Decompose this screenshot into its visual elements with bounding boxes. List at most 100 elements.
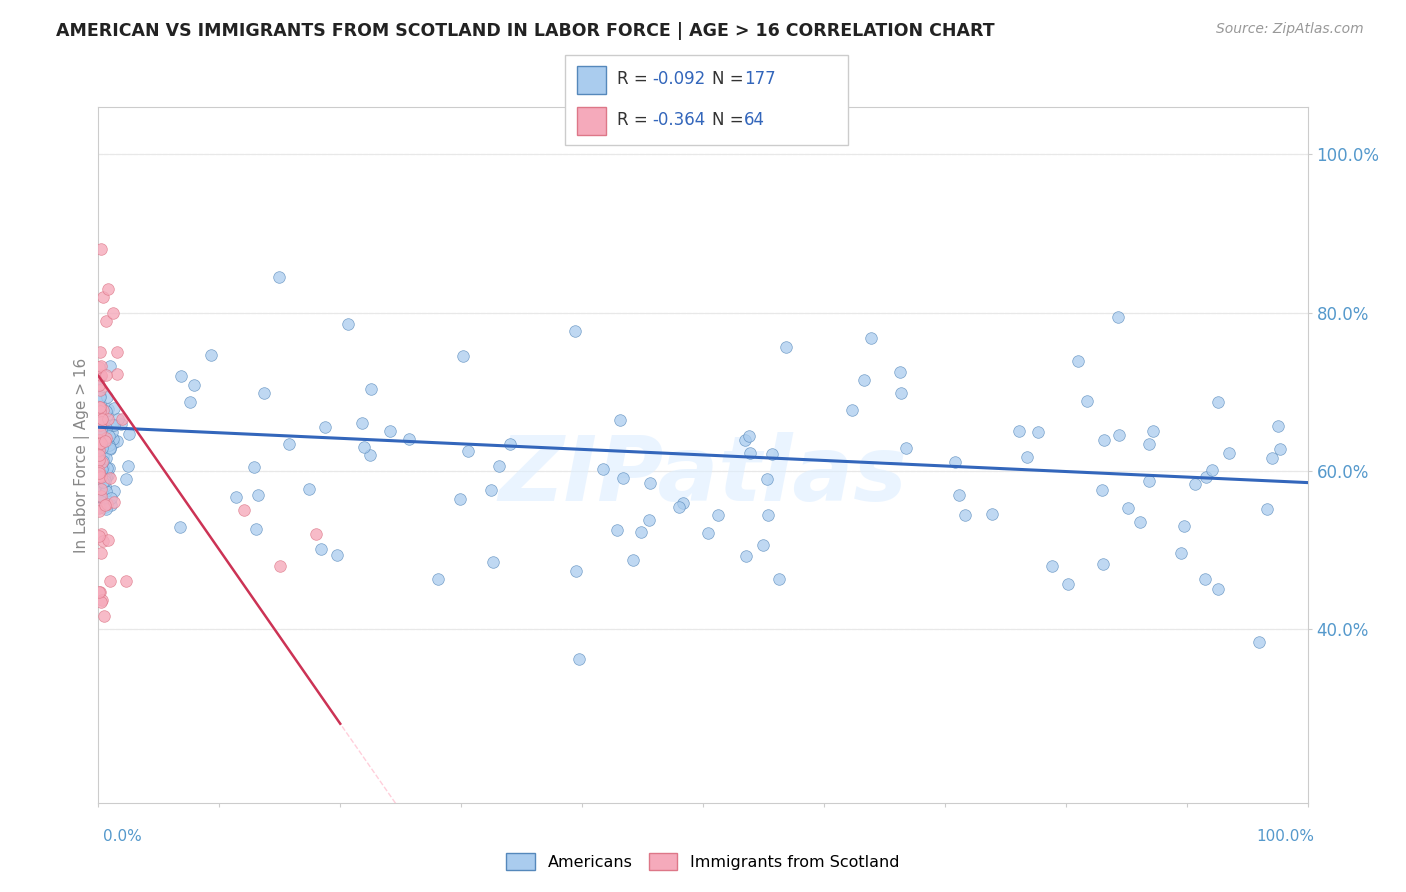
Point <box>945 455 967 469</box>
Point <box>94 434 117 448</box>
Point <box>89 470 111 484</box>
Point <box>1261 451 1284 466</box>
Point <box>179 395 201 409</box>
Point <box>97 461 120 475</box>
Point <box>87 378 110 392</box>
Point <box>94 368 117 382</box>
Text: R =: R = <box>617 70 654 88</box>
Point <box>1076 393 1098 408</box>
Point <box>278 436 301 450</box>
Point <box>96 483 118 498</box>
Point <box>94 502 117 516</box>
Point <box>1040 558 1063 573</box>
Point <box>894 441 917 455</box>
Point <box>91 455 114 469</box>
Point <box>1092 434 1115 448</box>
Point <box>1256 501 1278 516</box>
Point <box>90 461 112 475</box>
Point <box>98 471 121 485</box>
Point <box>305 527 328 541</box>
Point <box>426 572 449 586</box>
Point <box>1184 476 1206 491</box>
Point <box>756 508 779 522</box>
Point <box>90 592 112 607</box>
Bar <box>576 66 606 94</box>
Text: 177: 177 <box>744 70 776 88</box>
Point <box>568 652 591 666</box>
Point <box>378 425 401 439</box>
Point <box>243 459 266 474</box>
Point <box>90 409 112 424</box>
Point <box>87 422 110 436</box>
Point <box>90 368 112 382</box>
Point <box>111 412 134 426</box>
Point <box>450 491 472 506</box>
Point <box>457 444 479 458</box>
Point <box>103 483 125 498</box>
Point <box>101 305 124 319</box>
Point <box>621 553 644 567</box>
Point <box>1057 576 1080 591</box>
Point <box>170 368 193 383</box>
Point <box>89 345 111 359</box>
Point <box>269 558 291 573</box>
Point <box>87 401 110 415</box>
Point <box>499 437 522 451</box>
Point <box>90 470 112 484</box>
Point <box>564 324 586 338</box>
Point <box>91 290 114 304</box>
Point <box>91 462 114 476</box>
Point <box>90 417 112 432</box>
Point <box>1206 582 1229 596</box>
Point <box>90 489 112 503</box>
Point <box>96 421 118 435</box>
Point <box>96 460 118 475</box>
Point <box>103 494 125 508</box>
Point <box>638 513 661 527</box>
Point <box>183 377 205 392</box>
Point <box>90 527 112 541</box>
Point <box>89 400 111 414</box>
Point <box>488 458 510 473</box>
Point <box>98 438 121 452</box>
Point <box>1026 425 1049 440</box>
Point <box>592 462 614 476</box>
Point <box>90 423 112 437</box>
Point <box>93 470 115 484</box>
Point <box>1092 557 1115 571</box>
Point <box>336 317 359 331</box>
Point <box>1194 572 1216 586</box>
Point <box>398 432 420 446</box>
Point <box>94 499 117 513</box>
Point <box>90 422 112 436</box>
Point <box>87 443 110 458</box>
Text: ZIPatlas: ZIPatlas <box>499 432 907 520</box>
Point <box>360 382 382 396</box>
Point <box>90 410 112 425</box>
Point <box>1129 515 1152 529</box>
Point <box>1091 483 1114 498</box>
Point <box>87 452 110 467</box>
Point <box>96 497 118 511</box>
Point <box>87 466 110 480</box>
Y-axis label: In Labor Force | Age > 16: In Labor Force | Age > 16 <box>75 358 90 552</box>
Point <box>100 491 122 505</box>
Point <box>98 441 121 455</box>
Point <box>352 416 374 430</box>
Point <box>841 403 863 417</box>
Point <box>479 483 502 497</box>
Point <box>90 368 112 383</box>
Point <box>105 434 128 449</box>
Point <box>87 402 110 417</box>
Point <box>1067 354 1090 368</box>
Point <box>89 491 111 505</box>
Point <box>1201 463 1223 477</box>
Point <box>91 450 114 464</box>
Point <box>90 438 112 452</box>
Point <box>89 411 111 425</box>
Point <box>94 469 117 483</box>
Point <box>97 412 120 426</box>
Point <box>90 482 112 496</box>
Point <box>89 585 111 599</box>
Point <box>87 469 110 483</box>
